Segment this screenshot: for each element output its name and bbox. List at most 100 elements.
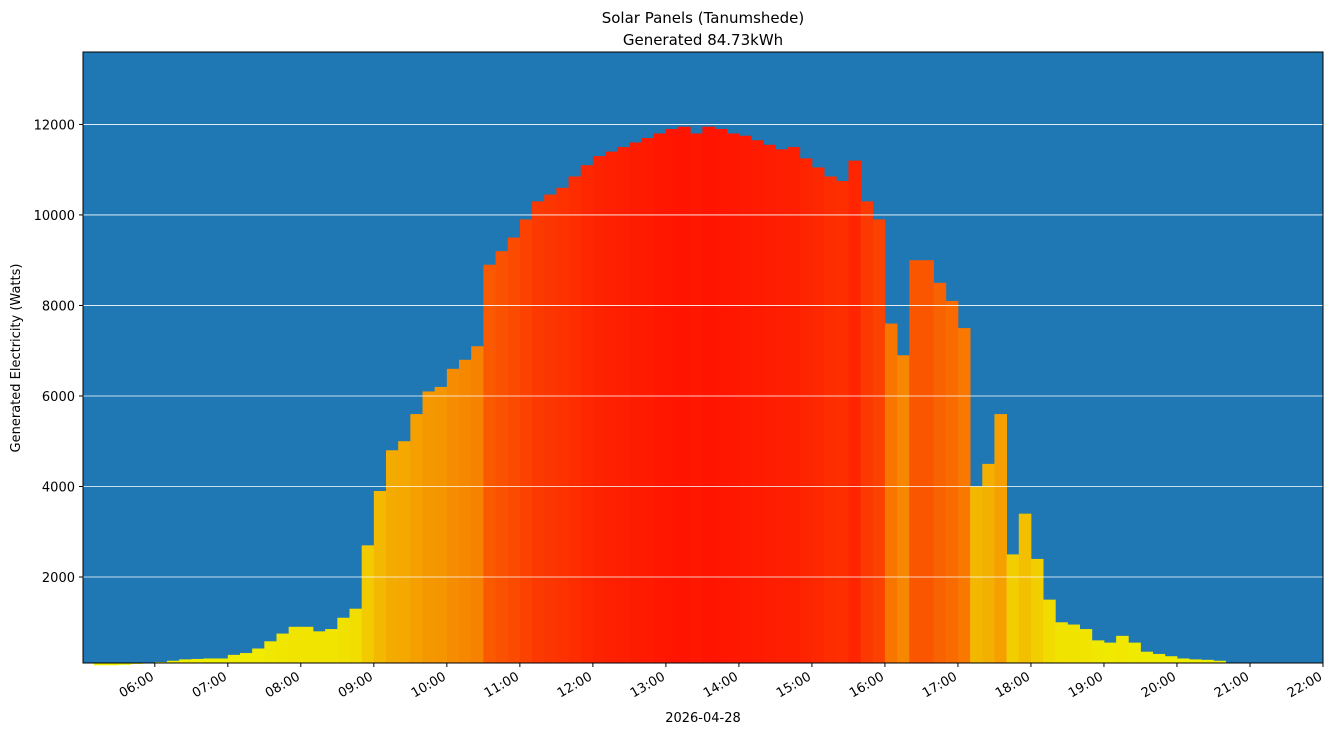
x-axis-label: 2026-04-28 <box>665 711 741 726</box>
bar <box>349 608 363 663</box>
bar <box>532 201 545 663</box>
bar <box>629 142 642 663</box>
bar <box>471 346 484 663</box>
bar <box>215 658 229 663</box>
chart-subtitle: Generated 84.73kWh <box>623 31 783 49</box>
x-tick-label: 16:00 <box>847 669 887 701</box>
x-tick-label: 07:00 <box>190 669 230 701</box>
bar <box>264 641 277 663</box>
bar <box>191 658 204 663</box>
x-tick-label: 17:00 <box>920 669 960 701</box>
x-tick-label: 19:00 <box>1066 669 1106 701</box>
bar <box>848 160 861 663</box>
bar <box>726 133 740 663</box>
y-axis-label: Generated Electricity (Watts) <box>9 264 24 453</box>
bar <box>690 133 703 663</box>
bar <box>751 140 764 663</box>
bar <box>945 300 959 663</box>
y-tick-label: 12000 <box>34 118 75 133</box>
bar <box>288 626 302 663</box>
bar <box>738 135 752 664</box>
bar <box>1079 629 1093 663</box>
bar <box>933 282 947 663</box>
bar <box>312 631 326 663</box>
bar <box>556 187 569 663</box>
bar <box>1018 513 1032 663</box>
x-tick-label: 11:00 <box>482 669 522 701</box>
x-tick-label: 10:00 <box>409 669 449 701</box>
bar <box>422 391 436 663</box>
y-tick-label: 6000 <box>42 390 75 405</box>
bar <box>775 149 788 664</box>
x-tick-label: 13:00 <box>628 669 668 701</box>
x-tick-label: 18:00 <box>993 669 1033 701</box>
x-tick-label: 15:00 <box>774 669 814 701</box>
x-tick-label: 20:00 <box>1139 669 1179 701</box>
bar <box>787 147 801 664</box>
bar <box>276 633 290 663</box>
x-tick-label: 09:00 <box>336 669 376 701</box>
bar <box>994 414 1008 663</box>
bar <box>824 176 837 664</box>
bar <box>1128 642 1141 663</box>
bar <box>836 180 849 663</box>
bar <box>325 629 338 663</box>
bar <box>398 441 411 663</box>
bar <box>1176 658 1190 663</box>
bar <box>544 194 557 664</box>
x-tick-label: 21:00 <box>1212 669 1252 701</box>
bar <box>678 126 691 663</box>
bar <box>884 323 898 663</box>
bar <box>1152 653 1166 663</box>
bar <box>617 147 630 664</box>
bar <box>1067 624 1081 663</box>
plot-frame <box>82 51 1324 664</box>
x-tick-label: 06:00 <box>117 669 157 701</box>
bar <box>702 126 715 663</box>
bar <box>897 355 910 663</box>
bar <box>507 237 521 663</box>
bar <box>860 201 874 663</box>
bar <box>1116 635 1129 663</box>
bar <box>166 660 180 663</box>
bar <box>1030 558 1044 663</box>
x-tick-label: 14:00 <box>701 669 741 701</box>
bar <box>495 251 509 663</box>
bar <box>592 156 606 663</box>
bar <box>386 450 399 663</box>
bar <box>1091 640 1105 663</box>
bar <box>446 368 460 663</box>
bar <box>483 264 496 663</box>
bar <box>1201 659 1214 663</box>
bar <box>811 167 825 663</box>
bar <box>300 626 314 663</box>
bar <box>337 617 350 663</box>
bar <box>1140 651 1154 663</box>
bar <box>1213 660 1227 663</box>
bar <box>763 144 776 663</box>
bar <box>799 158 813 663</box>
x-tick-label: 12:00 <box>555 669 595 701</box>
bar <box>118 663 131 665</box>
bar <box>982 463 995 663</box>
bar <box>921 260 934 663</box>
bar <box>605 151 618 663</box>
bar <box>519 219 533 663</box>
bar <box>872 219 886 663</box>
bar <box>1043 599 1056 663</box>
bar <box>459 359 472 663</box>
bar <box>1164 656 1178 663</box>
bar <box>410 414 423 663</box>
bar <box>1055 622 1068 663</box>
x-tick-label: 08:00 <box>263 669 303 701</box>
bar <box>179 659 192 663</box>
bar <box>203 658 217 663</box>
bar <box>361 545 375 663</box>
y-tick-label: 2000 <box>42 571 75 586</box>
y-tick-label: 8000 <box>42 299 75 314</box>
bar <box>1103 642 1117 663</box>
y-tick-label: 10000 <box>34 209 75 224</box>
y-tick-label: 4000 <box>42 480 75 495</box>
bar <box>970 486 983 663</box>
